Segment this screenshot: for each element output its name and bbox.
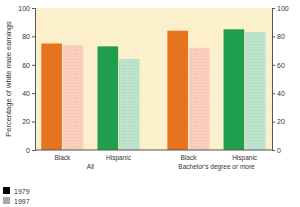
tick: 20 xyxy=(22,118,35,125)
tick-label: 40 xyxy=(277,90,285,97)
tick-mark xyxy=(32,122,35,123)
bar xyxy=(41,44,62,151)
category-label: Black xyxy=(54,154,71,161)
tick-label: 20 xyxy=(22,118,30,125)
bar xyxy=(167,31,188,150)
legend: 1979 1997 xyxy=(3,187,30,205)
legend-label: 1997 xyxy=(14,198,30,205)
tick: 40 xyxy=(272,90,285,97)
tick: 60 xyxy=(22,62,35,69)
tick-label: 80 xyxy=(277,33,285,40)
bar xyxy=(63,45,84,150)
tick-mark xyxy=(272,93,275,94)
tick-mark xyxy=(272,65,275,66)
y-axis: 0 20 40 60 80 100 xyxy=(18,5,35,154)
tick-mark xyxy=(32,93,35,94)
bars xyxy=(41,29,265,150)
bar xyxy=(189,48,210,150)
tick: 100 xyxy=(18,5,35,12)
x-axis-line xyxy=(35,150,272,151)
category-label: Black xyxy=(180,154,197,161)
tick-mark xyxy=(272,36,275,37)
tick: 80 xyxy=(272,33,285,40)
tick-label: 40 xyxy=(22,90,30,97)
tick-label: 100 xyxy=(18,5,30,12)
axis-line xyxy=(32,9,36,151)
tick-label: 20 xyxy=(277,118,285,125)
tick: 0 xyxy=(26,147,35,154)
plot-background xyxy=(35,8,272,150)
tick-mark xyxy=(32,150,35,151)
y2-axis: 0 20 40 60 80 100 xyxy=(272,5,289,154)
axis-line xyxy=(273,9,276,151)
tick-label: 0 xyxy=(277,147,281,154)
tick-mark xyxy=(32,65,35,66)
y-axis-title: Percentage of white male earnings xyxy=(4,21,13,137)
legend-swatch xyxy=(3,197,10,204)
tick: 60 xyxy=(272,62,285,69)
tick-label: 60 xyxy=(277,62,285,69)
tick-mark xyxy=(32,8,35,9)
tick-mark xyxy=(32,36,35,37)
group-label: Bachelor's degree or more xyxy=(178,163,255,171)
bar xyxy=(245,32,266,150)
bar xyxy=(97,46,118,150)
tick-label: 0 xyxy=(26,147,30,154)
legend-swatch xyxy=(3,187,10,194)
category-label: Hispanic xyxy=(106,154,132,162)
tick-label: 100 xyxy=(277,5,289,12)
tick: 0 xyxy=(272,147,281,154)
tick-label: 60 xyxy=(22,62,30,69)
group-label: All xyxy=(87,163,95,170)
tick-mark xyxy=(272,150,275,151)
tick-label: 80 xyxy=(22,33,30,40)
tick: 100 xyxy=(272,5,289,12)
tick: 80 xyxy=(22,33,35,40)
chart: 0 20 40 60 80 100 0 20 40 60 80 100 Black Hispanic Bla… xyxy=(0,0,300,207)
legend-label: 1979 xyxy=(14,188,30,195)
tick: 20 xyxy=(272,118,285,125)
tick-mark xyxy=(272,122,275,123)
category-label: Hispanic xyxy=(232,154,258,162)
bar xyxy=(119,59,140,150)
tick: 40 xyxy=(22,90,35,97)
tick-mark xyxy=(272,8,275,9)
bar xyxy=(224,29,245,150)
